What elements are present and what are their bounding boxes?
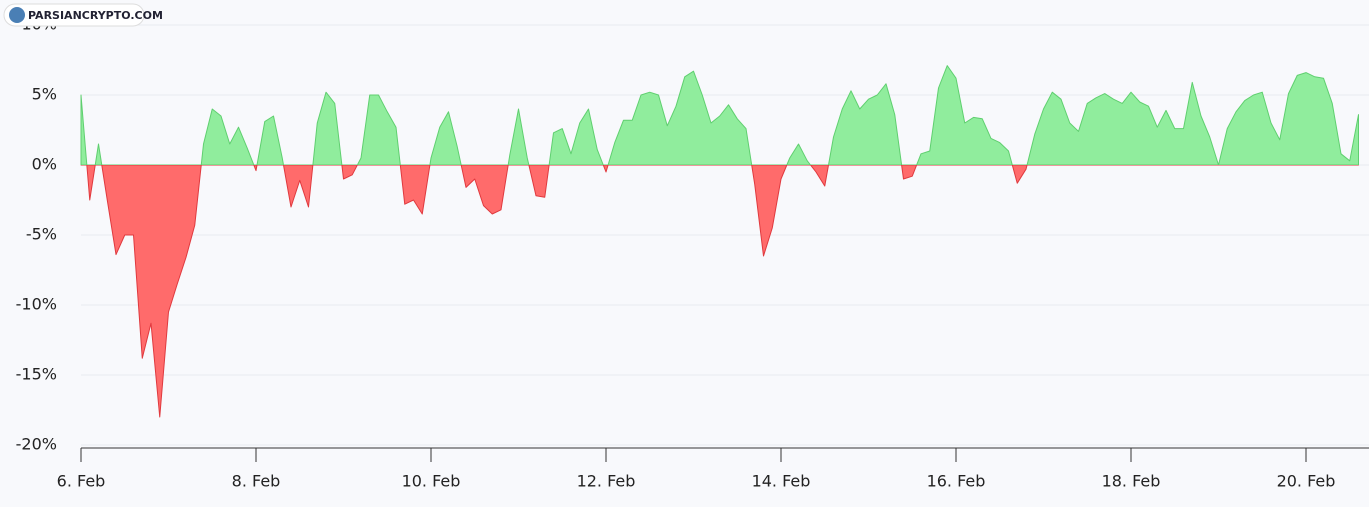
x-tick-label: 12. Feb	[577, 472, 636, 491]
x-tick-label: 14. Feb	[752, 472, 811, 491]
y-tick-label: 5%	[32, 85, 57, 104]
watermark: PARSIANCRYPTO.COM	[28, 9, 163, 22]
x-tick-label: 20. Feb	[1277, 472, 1336, 491]
x-tick-label: 16. Feb	[927, 472, 986, 491]
y-tick-label: -20%	[16, 435, 57, 454]
y-tick-label: -15%	[16, 365, 57, 384]
logo-icon	[9, 7, 25, 23]
y-tick-label: -5%	[26, 225, 57, 244]
y-tick-label: -10%	[16, 295, 57, 314]
y-tick-label: 0%	[32, 155, 57, 174]
x-tick-label: 8. Feb	[232, 472, 281, 491]
badge	[3, 3, 145, 27]
x-tick-label: 18. Feb	[1102, 472, 1161, 491]
watermark-badge: PARSIANCRYPTO.COM	[3, 3, 163, 27]
x-tick-label: 10. Feb	[402, 472, 461, 491]
area	[80, 65, 1359, 418]
x-tick-label: 6. Feb	[57, 472, 106, 491]
